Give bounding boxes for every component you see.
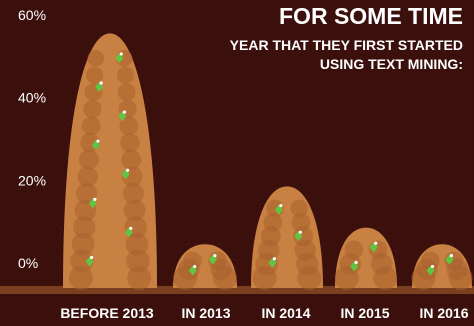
bar-pile	[251, 186, 323, 290]
x-category-label: IN 2013	[181, 305, 230, 321]
x-category-label: IN 2014	[261, 305, 310, 321]
y-tick-label: 20%	[18, 172, 46, 188]
bar-pile	[173, 244, 237, 290]
x-category-label: IN 2016	[419, 305, 468, 321]
x-category-label: BEFORE 2013	[60, 305, 154, 321]
x-category-label: IN 2015	[340, 305, 389, 321]
ground-strip	[0, 286, 474, 294]
bar-pile	[334, 227, 398, 290]
chart-subtitle-line1: YEAR THAT THEY FIRST STARTED	[230, 37, 463, 53]
bar-pile	[411, 244, 473, 290]
y-tick-label: 60%	[18, 7, 46, 23]
bar-pile	[63, 33, 157, 290]
chart-subtitle-line2: USING TEXT MINING:	[320, 56, 463, 72]
y-tick-label: 40%	[18, 90, 46, 106]
chart-title: FOR SOME TIME	[279, 3, 463, 29]
y-tick-label: 0%	[18, 255, 38, 271]
